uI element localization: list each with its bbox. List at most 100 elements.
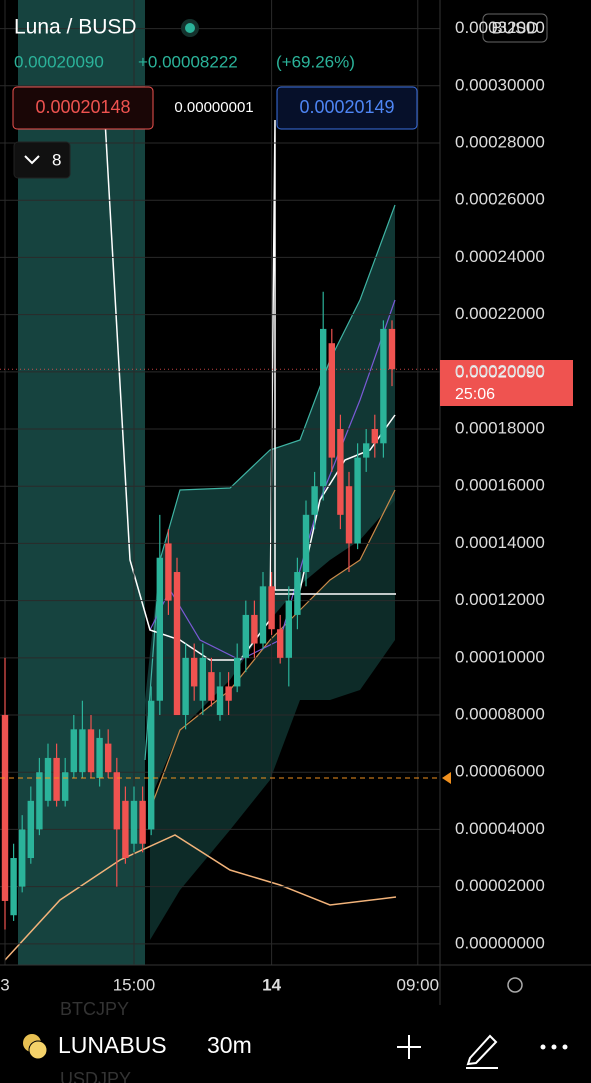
y-tick-label: 0.00024000 bbox=[455, 247, 545, 266]
add-icon[interactable] bbox=[397, 1035, 421, 1059]
candle-body bbox=[234, 657, 241, 687]
indicators-count: 8 bbox=[52, 150, 61, 169]
price-tag-price: 0.00020090 bbox=[455, 362, 545, 381]
price-tag-countdown: 25:06 bbox=[455, 386, 495, 403]
dot bbox=[562, 1044, 568, 1050]
candle-body bbox=[268, 586, 275, 630]
ask: 0.00020149 bbox=[299, 97, 394, 117]
candle-body bbox=[225, 686, 232, 701]
candle-body bbox=[354, 457, 361, 544]
ghost-symbol: USDJPY bbox=[60, 1069, 131, 1083]
candle-body bbox=[87, 729, 95, 773]
candle-body bbox=[294, 572, 301, 615]
dot bbox=[551, 1044, 557, 1050]
candle-body bbox=[1, 715, 9, 901]
candle-body bbox=[285, 600, 292, 658]
settings-icon[interactable] bbox=[507, 977, 523, 993]
y-tick-label: 0.00004000 bbox=[455, 819, 545, 838]
y-tick-label: 0.00010000 bbox=[455, 647, 545, 666]
more-icon[interactable] bbox=[540, 1044, 568, 1050]
draw-icon[interactable] bbox=[466, 1034, 498, 1069]
candle-body bbox=[122, 800, 129, 859]
status-dot bbox=[185, 23, 195, 33]
candle-body bbox=[44, 757, 52, 801]
last-price: 0.00020090 bbox=[14, 52, 104, 71]
candle-body bbox=[130, 800, 138, 844]
ma-line bbox=[149, 489, 396, 811]
candles bbox=[1, 291, 396, 930]
band-fill bbox=[145, 205, 395, 800]
candle-body bbox=[156, 557, 163, 701]
x-tick-label: 15:00 bbox=[113, 975, 156, 994]
candle-body bbox=[388, 328, 396, 370]
y-tick-label: 0.00018000 bbox=[455, 419, 545, 438]
candle-body bbox=[277, 629, 284, 658]
sell-button[interactable] bbox=[12, 86, 154, 130]
candle-body bbox=[165, 543, 172, 601]
symbol[interactable]: LUNABUS bbox=[58, 1032, 167, 1058]
ghost-symbol: BTCJPY bbox=[60, 999, 129, 1019]
candle-body bbox=[311, 486, 318, 515]
volume-ma bbox=[4, 834, 397, 961]
x-tick-label: 3 bbox=[0, 975, 9, 994]
y-tick-label: 0.00006000 bbox=[455, 762, 545, 781]
y-tick-label: 0.00032000 bbox=[455, 18, 545, 37]
candle-body bbox=[139, 800, 146, 844]
buy-button[interactable] bbox=[276, 86, 418, 130]
bid: 0.00020148 bbox=[35, 97, 130, 117]
candle-body bbox=[182, 657, 189, 716]
price-change-pct: (+69.26%) bbox=[276, 52, 355, 71]
candle-body bbox=[371, 429, 378, 444]
candle-body bbox=[216, 686, 224, 716]
candle-body bbox=[79, 729, 86, 773]
candle-body bbox=[208, 672, 215, 701]
x-tick-label: 09:00 bbox=[397, 975, 440, 994]
y-tick-label: 0.00002000 bbox=[455, 876, 545, 895]
price-change: +0.00008222 bbox=[138, 52, 238, 71]
chevron-icon bbox=[24, 155, 40, 165]
candle-body bbox=[105, 743, 112, 773]
candle-body bbox=[199, 657, 206, 701]
candle-body bbox=[251, 614, 258, 644]
price-tag bbox=[440, 360, 573, 406]
candle-body bbox=[320, 328, 327, 487]
indicators-toggle[interactable] bbox=[13, 141, 71, 179]
coin-icon bbox=[28, 1040, 48, 1060]
upper-band bbox=[144, 204, 396, 761]
y-tick-label: 0.00000000 bbox=[455, 933, 545, 952]
candle-body bbox=[36, 772, 43, 830]
candle-body bbox=[337, 429, 344, 515]
currency-box[interactable] bbox=[482, 13, 548, 43]
candle-body bbox=[380, 328, 387, 444]
candle-body bbox=[19, 829, 26, 887]
candle-body bbox=[363, 443, 370, 458]
candle-body bbox=[191, 657, 198, 687]
candle-body bbox=[62, 772, 69, 801]
dot bbox=[540, 1044, 546, 1050]
candle-body bbox=[113, 772, 120, 830]
y-tick-label: 0.00008000 bbox=[455, 705, 545, 724]
candle-body bbox=[96, 737, 103, 778]
y-tick-label: 0.00014000 bbox=[455, 533, 545, 552]
candle-body bbox=[173, 572, 181, 716]
interval[interactable]: 30m bbox=[207, 1032, 252, 1058]
candle-body bbox=[328, 343, 335, 458]
candle-body bbox=[242, 614, 249, 658]
candle-body bbox=[70, 729, 77, 773]
candle-body bbox=[345, 486, 353, 544]
spread: 0.00000001 bbox=[174, 99, 253, 116]
currency: BUSD bbox=[491, 18, 538, 37]
y-tick-label: 0.00022000 bbox=[455, 304, 545, 323]
y-tick-label: 0.00012000 bbox=[455, 590, 545, 609]
y-tick-label: 0.00028000 bbox=[455, 132, 545, 151]
y-tick-label: 0.00030000 bbox=[455, 75, 545, 94]
candle-body bbox=[53, 757, 60, 801]
x-tick-label: 14 bbox=[262, 975, 281, 994]
reference-marker bbox=[442, 771, 451, 784]
candle-body bbox=[148, 700, 155, 830]
y-tick-label: 0.00020000 bbox=[455, 361, 545, 380]
y-tick-label: 0.00026000 bbox=[455, 190, 545, 209]
pair-title: Luna / BUSD bbox=[14, 16, 137, 39]
